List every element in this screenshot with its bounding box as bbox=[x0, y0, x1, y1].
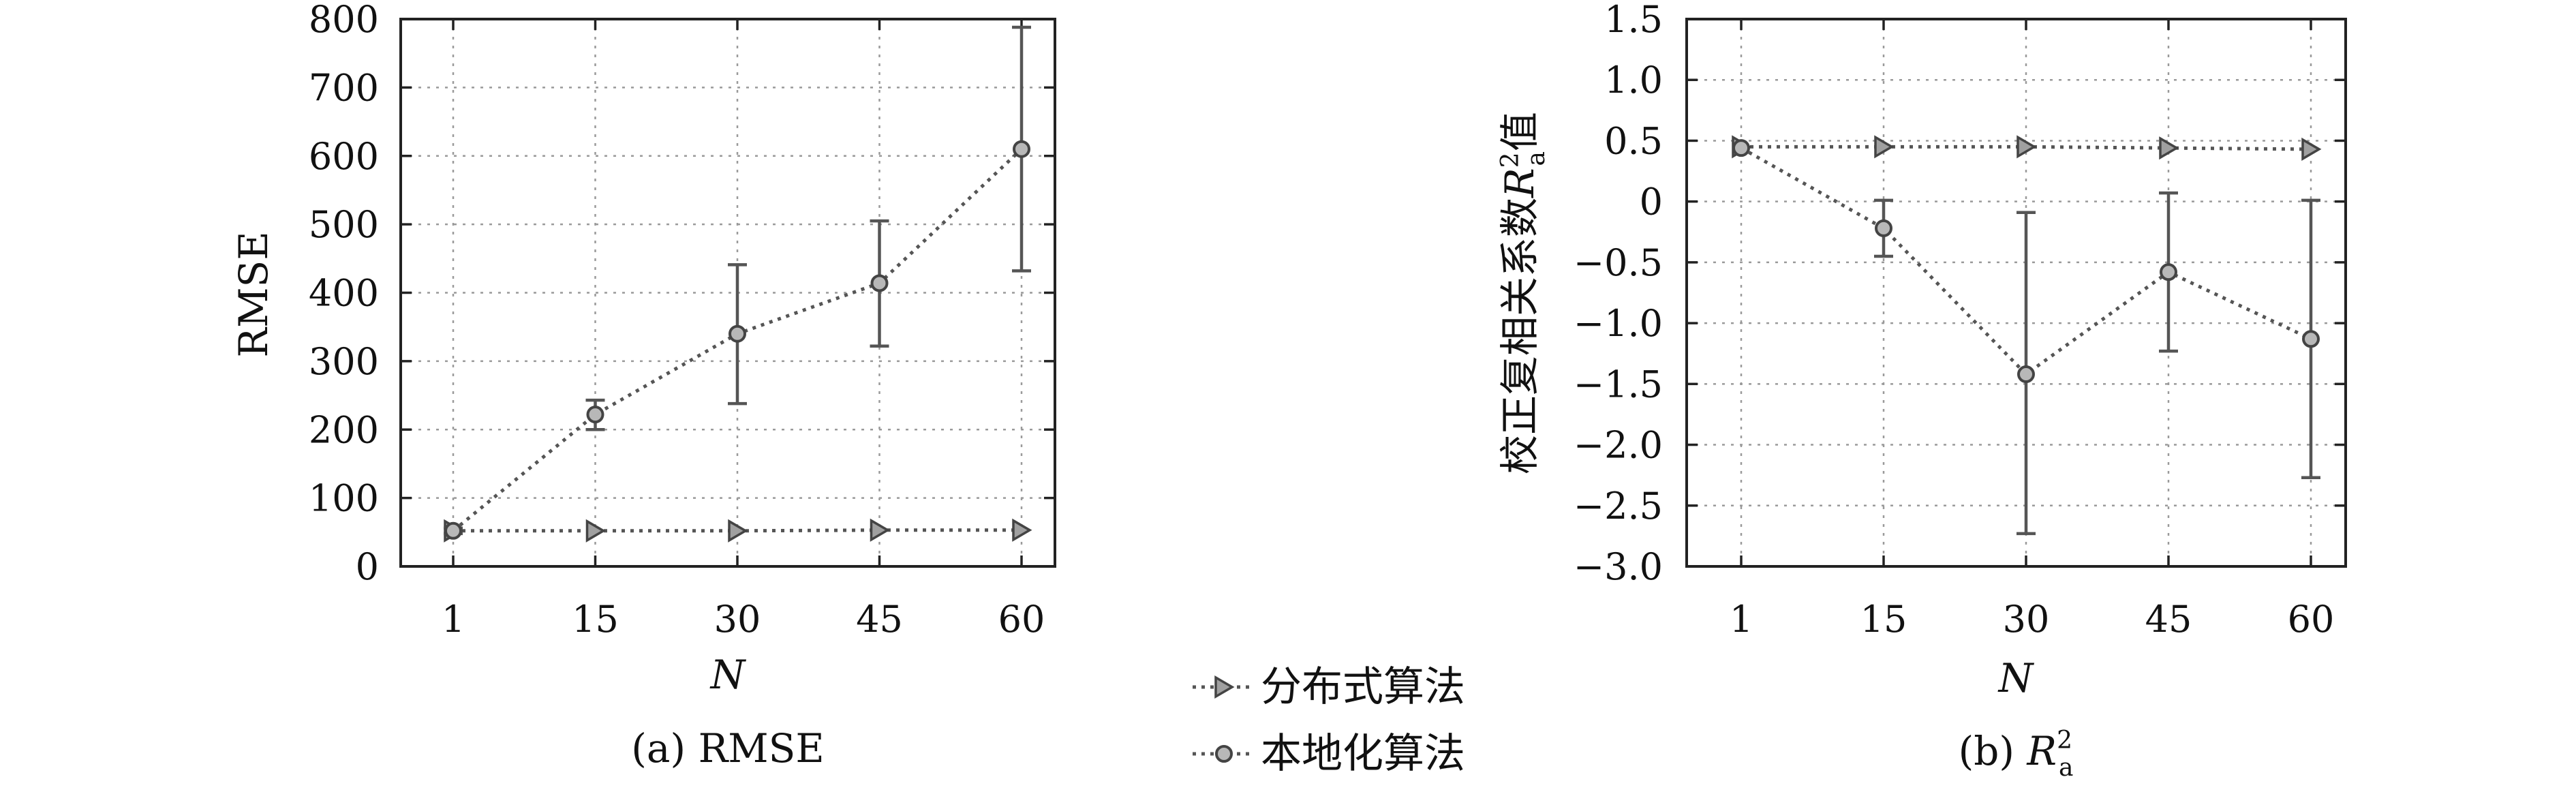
legend-triangle-marker bbox=[1214, 675, 1235, 699]
r2a-y-axis-label-sup: 2 bbox=[1497, 152, 1524, 168]
rmse-ticks: 0 100 200 300 400 500 600 700 800 1 15 30 45 60 bbox=[309, 0, 1055, 641]
legend-label-distributed: 分布式算法 bbox=[1261, 663, 1465, 711]
rmse-y-tick-label: 500 bbox=[309, 203, 379, 246]
rmse-y-tick-label: 200 bbox=[309, 408, 379, 451]
r2a-x-tick-label: 45 bbox=[2145, 598, 2192, 641]
r2a-series-local-point bbox=[2302, 330, 2320, 348]
r2a-y-tick-label: 1.5 bbox=[1604, 0, 1663, 41]
r2a-y-tick-label: −3.0 bbox=[1574, 545, 1663, 588]
r2a-y-tick-label: −1.5 bbox=[1574, 363, 1663, 406]
rmse-x-tick-label: 45 bbox=[856, 598, 903, 641]
r2a-y-tick-label: 1.0 bbox=[1604, 59, 1663, 102]
r2a-y-tick-label: −2.0 bbox=[1574, 424, 1663, 467]
r2a-grid bbox=[1687, 19, 2346, 566]
rmse-y-tick-label: 100 bbox=[309, 477, 379, 520]
rmse-y-axis-label: RMSE bbox=[230, 231, 277, 357]
r2a-series-distributed-point bbox=[1874, 135, 1895, 159]
rmse-x-tick-label: 60 bbox=[998, 598, 1045, 641]
r2a-y-tick-label: −0.5 bbox=[1574, 241, 1663, 284]
rmse-series-local-point bbox=[729, 324, 746, 343]
r2a-y-tick-label: 0.5 bbox=[1604, 119, 1663, 162]
legend-label-local: 本地化算法 bbox=[1261, 730, 1465, 778]
r2a-series-local-point bbox=[1875, 219, 1892, 237]
legend: 分布式算法 本地化算法 bbox=[1193, 663, 1465, 778]
rmse-x-tick-label: 1 bbox=[442, 598, 465, 641]
rmse-series-local-point bbox=[444, 521, 462, 540]
rmse-series-local-point bbox=[586, 406, 604, 424]
rmse-series-distributed-point bbox=[1012, 518, 1032, 542]
rmse-caption: (a) RMSE bbox=[631, 725, 824, 772]
r2a-plot-frame bbox=[1685, 18, 2347, 568]
r2a-series bbox=[1732, 135, 2322, 536]
r2a-x-tick-label: 30 bbox=[2003, 598, 2050, 641]
r2a-y-axis-label-sub: a bbox=[1522, 151, 1550, 166]
rmse-series-distributed-point bbox=[585, 519, 606, 543]
r2a-caption-prefix: (b) bbox=[1959, 728, 2027, 774]
r2a-y-tick-label: 0 bbox=[1640, 181, 1663, 224]
r2a-series-local-line bbox=[1740, 146, 2312, 377]
r2a-series-distributed-point bbox=[2159, 136, 2179, 160]
r2a-caption-symbol: R bbox=[2026, 728, 2057, 774]
r2a-x-tick-label: 60 bbox=[2288, 598, 2335, 641]
r2a-x-tick-label: 1 bbox=[1730, 598, 1753, 641]
rmse-y-tick-label: 700 bbox=[309, 66, 379, 109]
legend-circle-marker bbox=[1215, 745, 1233, 763]
rmse-series-local-point bbox=[1013, 140, 1030, 158]
rmse-y-tick-label: 600 bbox=[309, 135, 379, 178]
r2a-ticks: 1.5 1.0 0.5 0 −0.5 −1.0 −1.5 −2.0 −2.5 −3.0 1 15 30 4… bbox=[1574, 0, 2346, 641]
r2a-y-tick-label: −1.0 bbox=[1574, 302, 1663, 345]
r2a-y-axis-label: 校正复相关系数R2a值 bbox=[1497, 112, 1550, 474]
r2a-series-distributed-point bbox=[2301, 137, 2322, 161]
r2a-y-axis-label-text: 校正复相关系数 bbox=[1497, 198, 1543, 474]
r2a-y-axis-label-symbol: R bbox=[1497, 168, 1543, 198]
rmse-series-distributed-point bbox=[728, 519, 748, 543]
r2a-series-local-point bbox=[2017, 365, 2035, 384]
r2a-caption: (b) R2 a bbox=[1959, 727, 2074, 782]
r2a-series-local-point bbox=[1732, 139, 1750, 157]
r2a-x-tick-label: 15 bbox=[1860, 598, 1907, 641]
legend-entry-distributed: 分布式算法 bbox=[1193, 663, 1465, 711]
panel-r2a: 1.5 1.0 0.5 0 −0.5 −1.0 −1.5 −2.0 −2.5 −3.0 1 15 30 4… bbox=[1497, 0, 2347, 782]
rmse-series-distributed-point bbox=[870, 518, 890, 542]
rmse-y-tick-label: 800 bbox=[309, 0, 379, 41]
rmse-series-local-point bbox=[870, 274, 889, 292]
rmse-y-tick-label: 400 bbox=[309, 272, 379, 315]
r2a-y-axis-label-suffix: 值 bbox=[1497, 112, 1543, 151]
r2a-caption-sup: 2 bbox=[2057, 727, 2072, 755]
r2a-y-tick-label: −2.5 bbox=[1574, 485, 1663, 528]
rmse-grid bbox=[401, 19, 1055, 566]
r2a-series-local-point bbox=[2160, 263, 2177, 281]
rmse-x-axis-label: N bbox=[709, 652, 747, 698]
rmse-y-tick-label: 0 bbox=[356, 545, 379, 588]
r2a-caption-sub: a bbox=[2059, 754, 2073, 782]
r2a-series-distributed-point bbox=[2017, 135, 2037, 159]
rmse-series bbox=[444, 25, 1032, 543]
rmse-y-tick-label: 300 bbox=[309, 340, 379, 383]
rmse-x-tick-label: 15 bbox=[572, 598, 619, 641]
r2a-x-axis-label: N bbox=[1997, 655, 2035, 701]
legend-entry-local: 本地化算法 bbox=[1193, 730, 1465, 778]
rmse-x-tick-label: 30 bbox=[714, 598, 761, 641]
